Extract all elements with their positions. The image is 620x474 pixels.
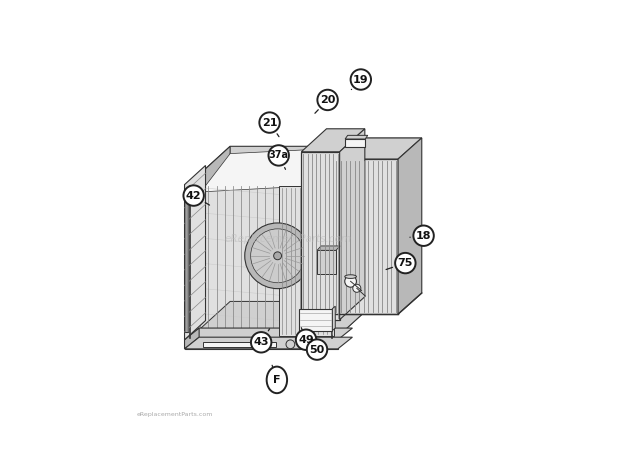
Text: 20: 20 [320, 95, 335, 105]
Polygon shape [203, 342, 276, 347]
Text: 37a: 37a [268, 150, 289, 160]
Polygon shape [201, 301, 376, 340]
Circle shape [307, 339, 327, 360]
Circle shape [250, 229, 304, 283]
Polygon shape [301, 129, 365, 152]
Polygon shape [398, 138, 422, 314]
Circle shape [286, 340, 294, 349]
Polygon shape [345, 136, 368, 139]
Text: 43: 43 [254, 337, 269, 347]
Polygon shape [334, 159, 398, 314]
Polygon shape [185, 328, 199, 349]
Polygon shape [317, 250, 336, 274]
Polygon shape [188, 146, 376, 185]
Circle shape [353, 284, 361, 292]
Circle shape [245, 223, 311, 289]
Circle shape [273, 252, 281, 260]
Circle shape [259, 112, 280, 133]
Text: 75: 75 [397, 258, 413, 268]
Text: 18: 18 [416, 231, 432, 241]
Circle shape [184, 185, 204, 206]
Circle shape [395, 253, 415, 273]
Polygon shape [345, 139, 365, 147]
Polygon shape [299, 309, 332, 331]
Text: 42: 42 [186, 191, 202, 201]
Polygon shape [280, 186, 334, 336]
Circle shape [317, 90, 338, 110]
Polygon shape [185, 192, 188, 332]
Polygon shape [185, 328, 352, 340]
Polygon shape [185, 340, 338, 349]
Circle shape [414, 226, 434, 246]
Ellipse shape [267, 366, 287, 393]
Polygon shape [334, 138, 422, 159]
Ellipse shape [345, 275, 356, 278]
Polygon shape [340, 129, 365, 319]
Polygon shape [185, 337, 352, 349]
Text: 21: 21 [262, 118, 277, 128]
Text: F: F [273, 375, 281, 385]
Polygon shape [201, 146, 376, 192]
Circle shape [268, 145, 289, 165]
Polygon shape [188, 185, 334, 340]
Circle shape [251, 332, 272, 353]
Text: 19: 19 [353, 74, 369, 84]
Text: 49: 49 [298, 335, 314, 345]
Text: 50: 50 [309, 345, 325, 355]
Polygon shape [301, 152, 340, 319]
Circle shape [296, 329, 316, 350]
Text: eReplacementParts.com: eReplacementParts.com [225, 234, 352, 245]
Text: eReplacementParts.com: eReplacementParts.com [137, 412, 213, 418]
Polygon shape [185, 165, 205, 340]
Polygon shape [332, 306, 335, 331]
Polygon shape [188, 146, 230, 340]
Circle shape [350, 69, 371, 90]
Polygon shape [317, 246, 340, 250]
Circle shape [345, 275, 356, 287]
Polygon shape [334, 146, 376, 340]
